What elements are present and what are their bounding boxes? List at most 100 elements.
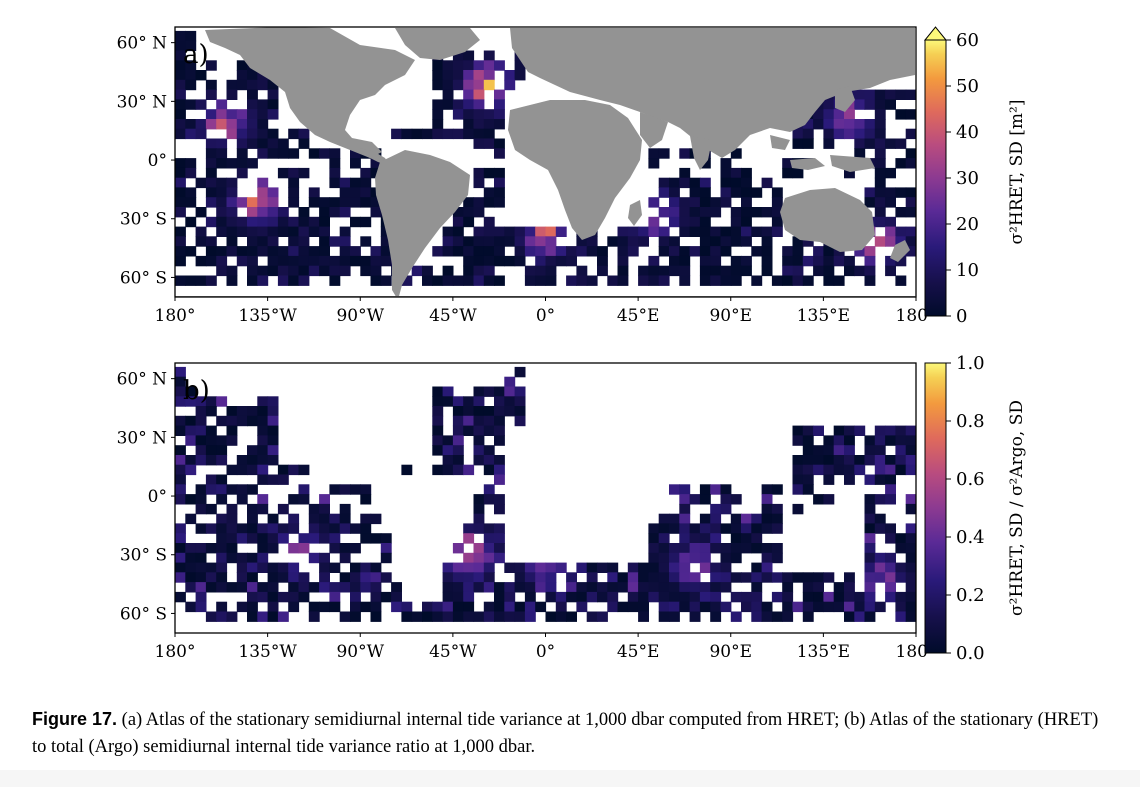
grid-cell (854, 128, 866, 140)
grid-cell (648, 265, 660, 277)
grid-cell (370, 197, 382, 208)
grid-cell (761, 503, 773, 515)
grid-cell (720, 601, 732, 613)
grid-cell (463, 197, 475, 208)
grid-cell (874, 167, 886, 179)
grid-cell (576, 582, 588, 593)
grid-cell (771, 216, 783, 228)
grid-cell (473, 119, 485, 130)
grid-cell (257, 494, 269, 505)
grid-cell (885, 494, 896, 505)
grid-cell (247, 533, 258, 544)
grid-cell (442, 464, 454, 476)
grid-cell (905, 562, 916, 573)
grid-cell (339, 543, 351, 554)
grid-cell (710, 207, 722, 218)
grid-cell (679, 216, 691, 228)
grid-cell (308, 503, 320, 515)
grid-cell (360, 562, 372, 573)
grid-cell (813, 265, 824, 277)
grid-cell (864, 591, 876, 603)
grid-cell (535, 601, 547, 613)
grid-cell (905, 494, 916, 505)
grid-cell (782, 611, 794, 622)
grid-cell (566, 582, 577, 593)
grid-cell (247, 455, 258, 466)
grid-cell (288, 148, 300, 159)
grid-cell (720, 226, 732, 237)
grid-cell (452, 236, 464, 247)
grid-cell (298, 572, 310, 583)
grid-cell (771, 513, 783, 525)
grid-cell (432, 435, 444, 446)
grid-cell (216, 396, 228, 407)
grid-cell (288, 236, 300, 247)
grid-cell (473, 494, 485, 505)
grid-cell (895, 207, 907, 218)
grid-cell (874, 197, 886, 208)
grid-cell (175, 275, 186, 286)
grid-cell (741, 236, 752, 247)
grid-cell (494, 455, 505, 466)
grid-cell (216, 138, 228, 149)
grid-cell (905, 158, 916, 169)
grid-cell (267, 445, 279, 456)
grid-cell (669, 187, 680, 198)
grid-cell (247, 265, 258, 277)
grid-cell (864, 187, 876, 198)
grid-cell (710, 513, 722, 525)
grid-cell (216, 552, 228, 564)
grid-cell (257, 207, 269, 218)
grid-cell (175, 89, 186, 100)
grid-cell (319, 216, 330, 228)
grid-cell (607, 562, 619, 573)
grid-cell (576, 275, 588, 286)
grid-cell (627, 572, 639, 583)
grid-cell (247, 601, 258, 613)
grid-cell (452, 216, 464, 228)
grid-cell (854, 601, 866, 613)
grid-cell (813, 572, 824, 583)
grid-cell (473, 552, 485, 564)
panel-a-y-ticks: 60° N 30° N 0° 30° S 60° S (117, 34, 175, 288)
grid-cell (350, 255, 361, 267)
grid-cell (247, 158, 258, 169)
grid-cell (370, 246, 382, 257)
grid-cell (689, 207, 701, 218)
grid-cell (689, 177, 701, 189)
grid-cell (771, 543, 783, 554)
grid-cell (216, 177, 228, 189)
grid-cell (823, 119, 835, 130)
grid-cell (555, 226, 567, 237)
grid-cell (442, 226, 454, 237)
grid-cell (885, 552, 896, 564)
grid-cell (699, 552, 711, 564)
grid-cell (885, 187, 896, 198)
grid-cell (885, 572, 896, 583)
grid-cell (782, 167, 794, 179)
grid-cell (308, 523, 320, 534)
grid-cell (329, 167, 341, 179)
grid-cell (833, 591, 845, 603)
grid-cell (308, 533, 320, 544)
grid-cell (473, 445, 485, 456)
grid-cell (401, 128, 413, 140)
grid-cell (658, 601, 670, 613)
grid-cell (483, 275, 495, 286)
grid-cell (854, 611, 866, 622)
grid-cell (432, 128, 444, 140)
grid-cell (247, 484, 258, 495)
grid-cell (247, 207, 258, 218)
grid-cell (710, 275, 722, 286)
grid-cell (185, 415, 197, 427)
grid-cell (658, 543, 670, 554)
grid-cell (360, 601, 372, 613)
grid-cell (658, 552, 670, 564)
grid-cell (277, 474, 289, 485)
grid-cell (473, 572, 485, 583)
grid-cell (689, 572, 701, 583)
grid-cell (216, 148, 228, 159)
grid-cell (802, 128, 814, 140)
grid-cell (432, 99, 444, 110)
grid-cell (802, 572, 814, 583)
